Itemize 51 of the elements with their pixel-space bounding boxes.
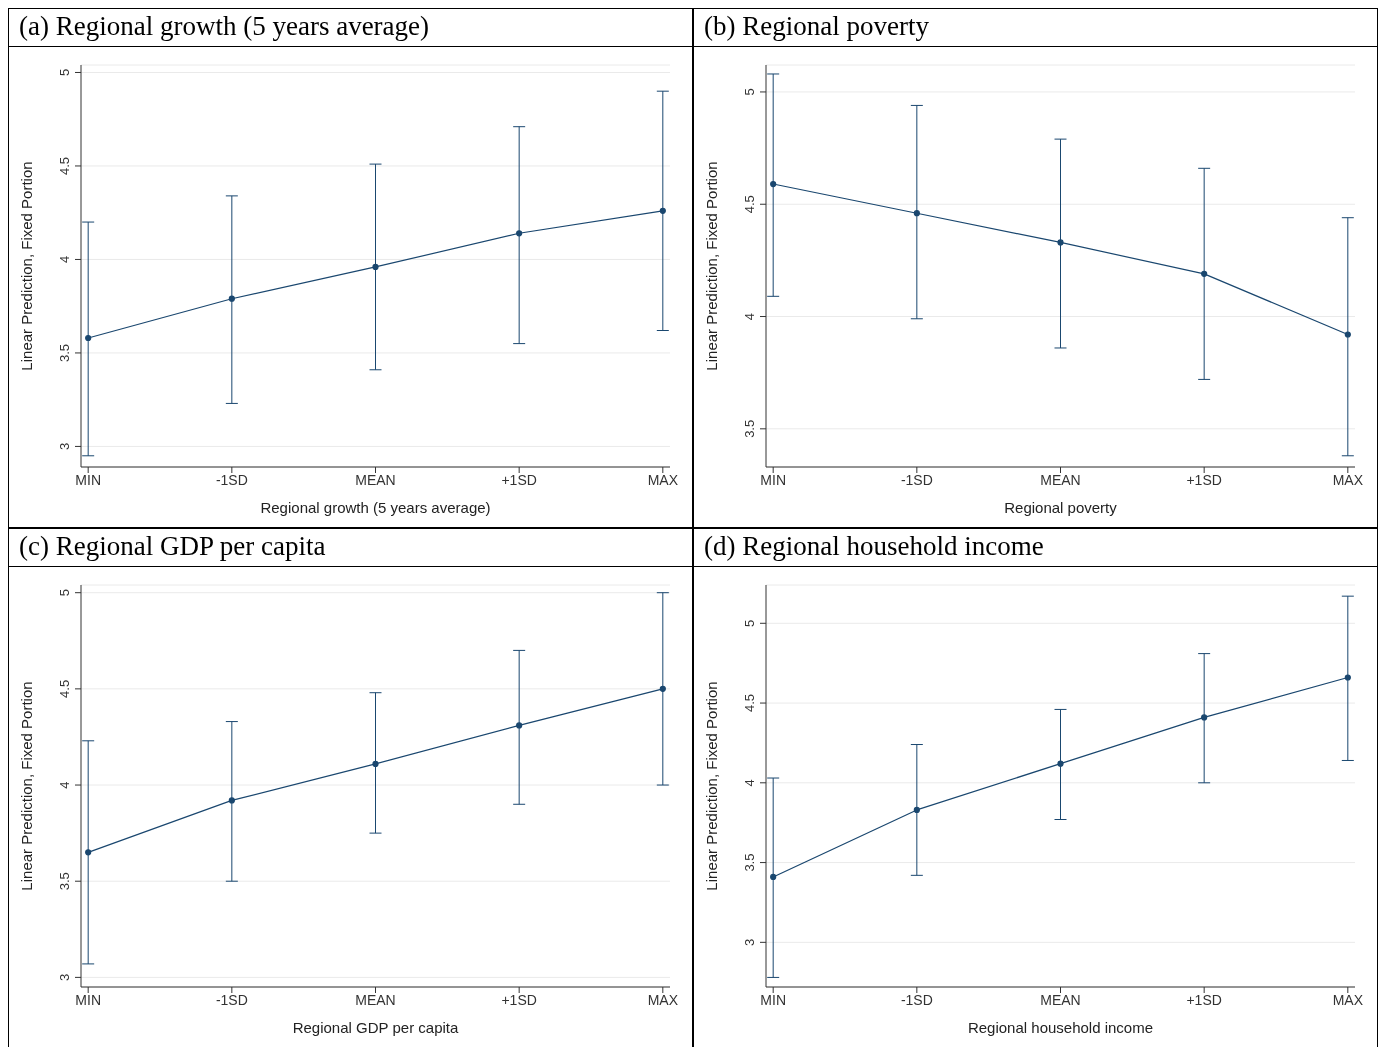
y-axis-title: Linear Prediction, Fixed Portion (18, 681, 36, 891)
x-tick-label: -1SD (215, 991, 248, 1008)
y-tick-label: 5 (57, 589, 72, 597)
y-axis-title: Linear Prediction, Fixed Portion (18, 161, 36, 371)
y-tick-label: 4.5 (742, 694, 757, 713)
x-axis-title: Regional poverty (1004, 499, 1118, 516)
x-tick-label: MIN (760, 471, 787, 488)
y-tick-label: 4 (742, 312, 757, 321)
x-tick-label: MEAN (355, 991, 396, 1008)
x-tick-label: MEAN (1040, 991, 1081, 1008)
x-tick-label: +1SD (1186, 991, 1222, 1008)
y-tick-label: 4 (742, 779, 757, 787)
x-tick-label: MIN (75, 991, 102, 1008)
chart-title: (d) Regional household income (694, 529, 1377, 567)
x-tick-label: MEAN (355, 471, 396, 488)
y-tick-label: 3 (57, 973, 72, 981)
y-tick-label: 3.5 (742, 419, 757, 438)
x-tick-label: MIN (760, 991, 787, 1008)
y-tick-label: 5 (742, 619, 757, 627)
y-tick-label: 3 (57, 442, 72, 451)
y-tick-label: 3.5 (742, 853, 757, 872)
y-tick-label: 4.5 (742, 195, 757, 214)
chart-title: (c) Regional GDP per capita (9, 529, 692, 567)
y-tick-label: 3.5 (57, 872, 72, 891)
x-tick-label: -1SD (215, 471, 248, 488)
y-tick-label: 5 (57, 68, 72, 77)
x-tick-label: +1SD (501, 471, 537, 488)
y-tick-label: 3 (742, 938, 757, 946)
x-tick-label: MAX (647, 471, 679, 488)
x-tick-label: MAX (1332, 471, 1364, 488)
x-axis-title: Regional growth (5 years average) (260, 499, 491, 516)
x-axis-title: Regional GDP per capita (292, 1019, 459, 1036)
y-tick-label: 5 (742, 88, 757, 96)
y-tick-label: 4 (57, 255, 72, 264)
x-tick-label: MIN (75, 471, 102, 488)
x-axis-title: Regional household income (967, 1019, 1154, 1036)
chart-title: (a) Regional growth (5 years average) (9, 9, 692, 47)
x-tick-label: -1SD (900, 991, 933, 1008)
y-axis-title: Linear Prediction, Fixed Portion (703, 681, 721, 891)
x-tick-label: -1SD (900, 471, 933, 488)
y-tick-label: 4.5 (57, 679, 72, 698)
y-axis-title: Linear Prediction, Fixed Portion (703, 161, 721, 371)
x-tick-label: MAX (1332, 991, 1364, 1008)
x-tick-label: +1SD (501, 991, 537, 1008)
x-tick-label: MAX (647, 991, 679, 1008)
x-tick-label: +1SD (1186, 471, 1222, 488)
y-tick-label: 4.5 (57, 156, 72, 176)
chart-title: (b) Regional poverty (694, 9, 1377, 47)
y-tick-label: 3.5 (57, 343, 72, 362)
y-tick-label: 4 (57, 781, 72, 789)
x-tick-label: MEAN (1040, 471, 1081, 488)
